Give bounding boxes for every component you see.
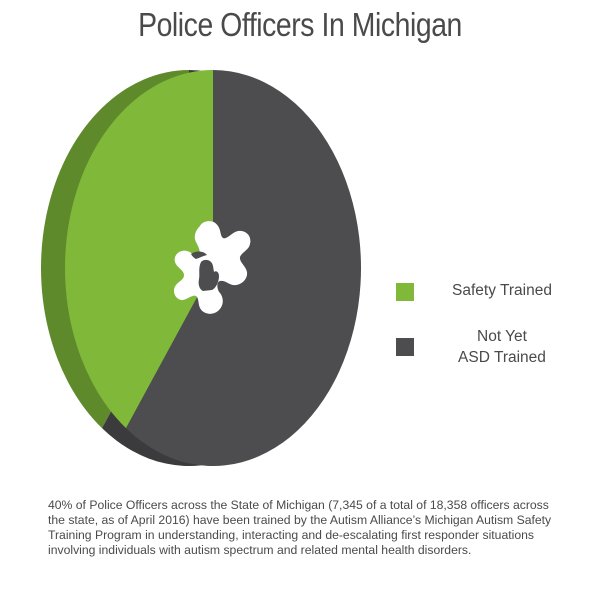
legend-label-line: Safety Trained bbox=[452, 282, 552, 299]
legend-label-line: ASD Trained bbox=[458, 349, 546, 366]
michigan-puzzle-piece-icon bbox=[173, 221, 251, 314]
legend-label-safety-trained: Safety Trained bbox=[432, 280, 572, 301]
chart-caption: 40% of Police Officers across the State … bbox=[48, 498, 552, 557]
pie-slice-safety-trained bbox=[65, 70, 214, 429]
legend-swatch-safety-trained bbox=[396, 283, 414, 301]
legend-label-line: Not Yet bbox=[477, 328, 527, 345]
legend-swatch-not-yet-asd-trained bbox=[396, 338, 414, 356]
chart-title: Police Officers In Michigan bbox=[138, 6, 462, 43]
legend-label-not-yet-asd-trained: Not Yet ASD Trained bbox=[432, 326, 572, 368]
